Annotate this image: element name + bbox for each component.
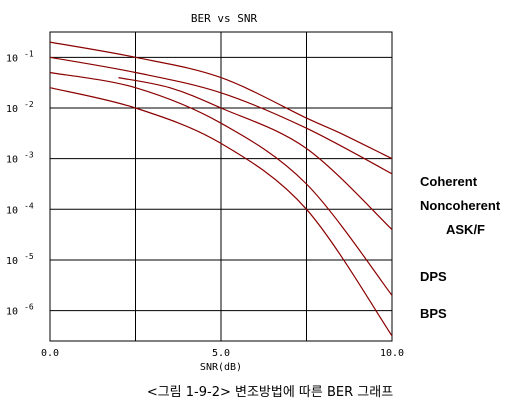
x-ticks: 0.0 5.0 10.0 xyxy=(41,348,404,359)
y-tick-label-4: 10 -5 xyxy=(6,252,34,267)
series-line-0 xyxy=(49,41,393,160)
legend-coherent: Coherent xyxy=(420,174,478,189)
x-axis-label: SNR(dB) xyxy=(200,362,242,373)
series-line-2 xyxy=(118,77,393,231)
chart-grid xyxy=(50,32,392,341)
y-tick-label-5: 10 -6 xyxy=(6,303,34,318)
y-tick-label-3: 10 -4 xyxy=(6,201,34,216)
legend-bps: BPS xyxy=(420,306,447,321)
series-layer xyxy=(49,41,393,337)
series-line-3 xyxy=(49,71,393,296)
legend-dps: DPS xyxy=(420,269,447,284)
x-tick-label-1: 5.0 xyxy=(212,348,230,359)
x-tick-label-0: 0.0 xyxy=(41,348,59,359)
y-tick-label-1: 10 -2 xyxy=(6,100,34,115)
x-tick-label-2: 10.0 xyxy=(380,348,404,359)
y-ticks: 10 -1 10 -2 10 -3 10 -4 10 -5 10 -6 xyxy=(6,49,34,317)
y-tick-label-2: 10 -3 xyxy=(6,151,34,166)
plot-frame xyxy=(49,31,393,342)
y-tick-label-0: 10 -1 xyxy=(6,49,34,64)
chart-title: BER vs SNR xyxy=(191,12,258,25)
series-line-1 xyxy=(49,56,393,175)
figure-caption: <그림 1-9-2> 변조방법에 따른 BER 그래프 xyxy=(147,385,393,400)
legend-noncoherent: Noncoherent xyxy=(420,198,501,213)
series-line-4 xyxy=(49,87,393,337)
legend-askf: ASK/F xyxy=(446,222,485,237)
